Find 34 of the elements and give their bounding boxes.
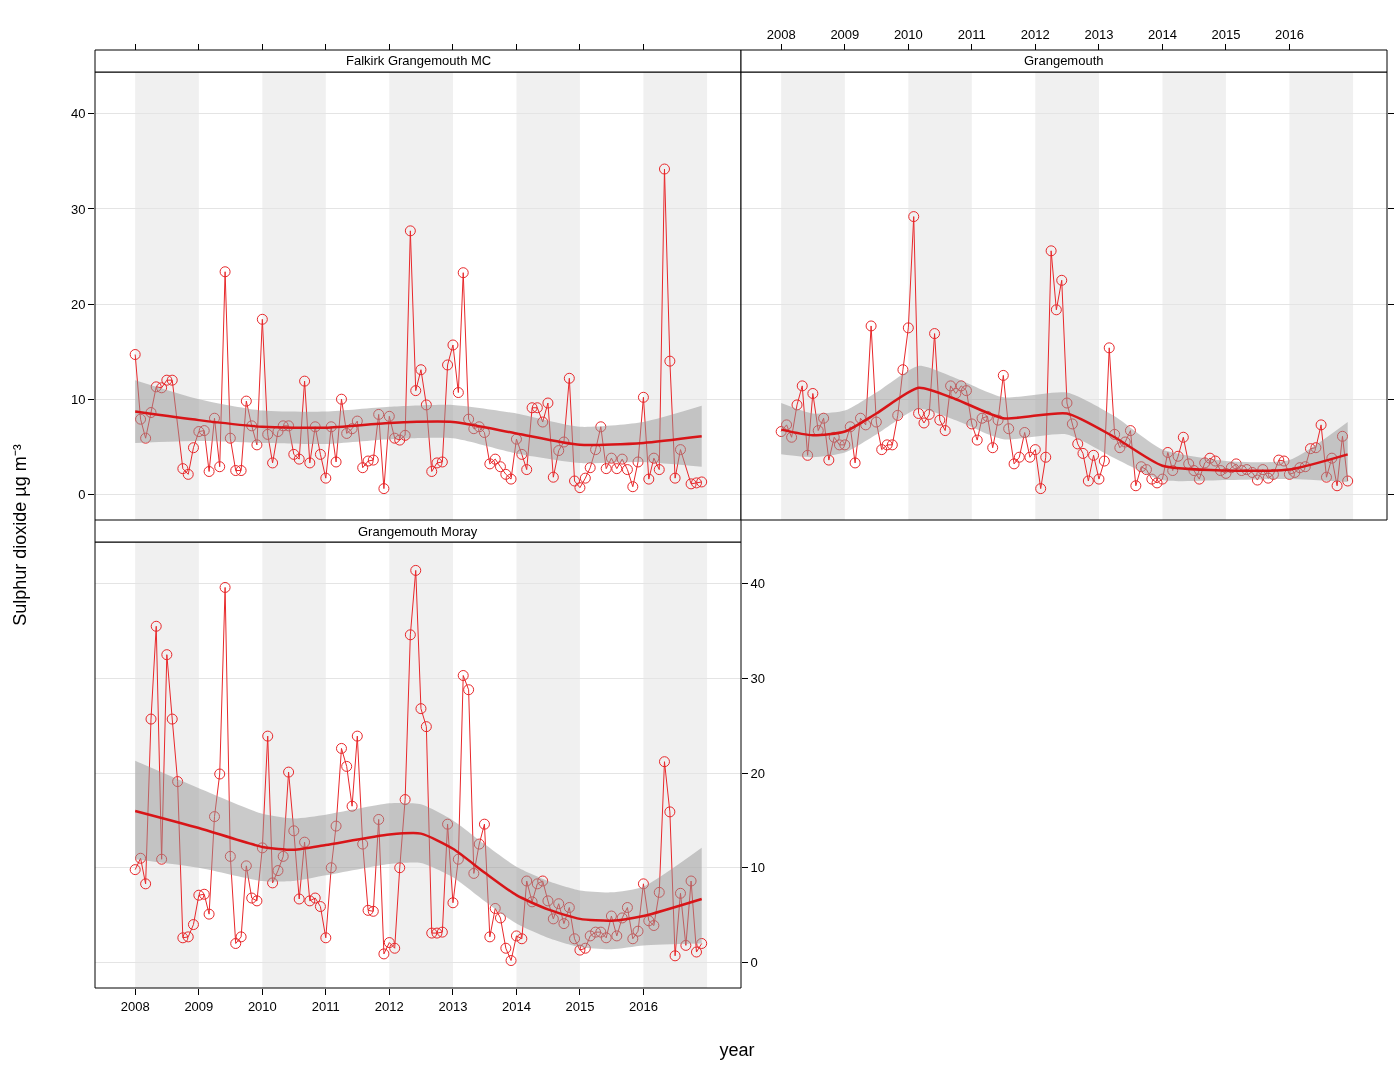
x-tick-label: 2015: [565, 998, 595, 1014]
y-tick-label: 0: [750, 954, 758, 970]
y-tick-label: 20: [750, 765, 766, 781]
y-tick-label: 10: [750, 860, 766, 876]
x-tick-label: 2008: [766, 26, 796, 42]
x-tick-label: 2015: [1211, 26, 1241, 42]
chart-title: Grangemouth: [1024, 53, 1104, 68]
y-tick-label: 20: [70, 296, 86, 312]
y-tick-label: 30: [70, 201, 86, 217]
x-tick-label: 2011: [957, 26, 986, 42]
x-tick-label: 2013: [438, 998, 468, 1014]
x-tick-label: 2014: [1147, 26, 1177, 42]
y-tick-label: 40: [750, 576, 766, 592]
x-tick-label: 2016: [628, 998, 658, 1014]
x-axis-title: year: [719, 1039, 755, 1061]
x-tick-label: 2014: [501, 998, 531, 1014]
x-tick-label: 2010: [893, 26, 923, 42]
y-tick-label: 40: [70, 106, 86, 122]
y-tick-label: 30: [750, 670, 766, 686]
chart-title: Grangemouth Moray: [358, 524, 478, 539]
chart-title: Falkirk Grangemouth MC: [346, 53, 492, 68]
x-tick-label: 2016: [1274, 26, 1304, 42]
x-tick-label: 2010: [247, 998, 277, 1014]
y-tick-label: 0: [78, 486, 86, 502]
x-tick-label: 2008: [120, 998, 150, 1014]
x-tick-label: 2013: [1084, 26, 1114, 42]
line-series: [133, 410, 703, 447]
y-tick-label: 10: [70, 391, 86, 407]
x-tick-label: 2012: [1020, 26, 1050, 42]
x-tick-label: 2009: [184, 998, 214, 1014]
y-axis-title: Sulphur dioxide µg m⁻³: [9, 444, 31, 626]
x-tick-label: 2012: [374, 998, 404, 1014]
x-tick-label: 2011: [311, 998, 340, 1014]
x-tick-label: 2009: [830, 26, 860, 42]
